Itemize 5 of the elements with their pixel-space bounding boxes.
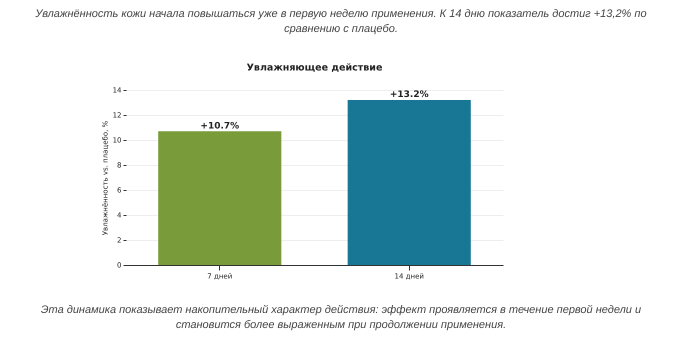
data-label: +10.7% [200,121,240,132]
data-label: +13.2% [390,90,429,100]
text: Увлажнённость кожи начала повышаться уже в первую неделю применения. К 14 дню показатель достиг +13,2% по сравнению с плацебо. [34,7,648,37]
chart-title: Увлажняющее действие [246,62,382,74]
text: Эта динамика показывает накопительный характер действия: эффект проявляется в течение первой недели и становится более выраженным при продолжении применения. [40,303,642,333]
